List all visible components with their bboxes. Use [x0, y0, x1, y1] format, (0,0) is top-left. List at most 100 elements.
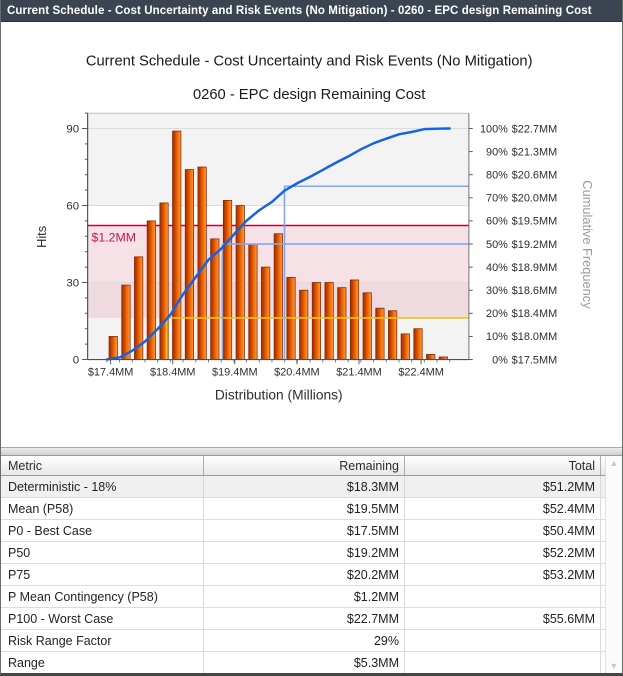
table-row[interactable]: P100 - Worst Case $22.7MM $55.6MM [1, 608, 605, 630]
histogram-bar [324, 282, 334, 360]
scroll-down-icon[interactable]: ▼ [609, 661, 619, 671]
table-cell-metric: Risk Range Factor [1, 630, 204, 651]
window-title: Current Schedule - Cost Uncertainty and … [7, 4, 592, 17]
table-row[interactable]: Range $5.3MM [1, 652, 605, 673]
metrics-grid: Metric Remaining Total Deterministic - 1… [1, 456, 605, 673]
y-right-tick-pct: 90% [486, 146, 508, 158]
table-cell-remaining: $17.5MM [204, 520, 405, 541]
y-right-tick-pct: 30% [486, 285, 508, 297]
x-tick-label: $21.4MM [336, 367, 382, 379]
chart-title-line1: Current Schedule - Cost Uncertainty and … [86, 54, 533, 70]
histogram-bars [108, 130, 448, 360]
y-left-tick-label: 60 [66, 200, 79, 212]
x-tick-label: $22.4MM [398, 367, 444, 379]
table-cell-metric: P0 - Best Case [1, 520, 204, 541]
table-cell-total: $55.6MM [405, 608, 601, 629]
table-row[interactable]: P Mean Contingency (P58) $1.2MM [1, 586, 605, 608]
histogram-bar [362, 292, 372, 360]
y-left-axis-label: Hits [34, 226, 49, 248]
histogram-bar [311, 282, 321, 360]
y-right-tick-value: $19.5MM [512, 216, 558, 228]
table-cell-total: $51.2MM [405, 476, 601, 497]
y-right-tick-pct: 20% [486, 308, 508, 320]
header-metric[interactable]: Metric [1, 456, 204, 475]
y-right-tick-value: $17.5MM [512, 354, 558, 366]
table-cell-remaining: $1.2MM [204, 586, 405, 607]
histogram-bar [273, 233, 283, 360]
table-cell-metric: P75 [1, 564, 204, 585]
table-cell-total [405, 652, 601, 673]
histogram-bar [172, 130, 182, 360]
y-right-tick-value: $20.6MM [512, 169, 558, 181]
table-cell-metric: P Mean Contingency (P58) [1, 586, 204, 607]
y-left-tick-label: 90 [66, 123, 79, 135]
histogram-bar [184, 169, 195, 360]
chart-pane: Current Schedule - Cost Uncertainty and … [1, 22, 622, 448]
x-tick-label: $19.4MM [212, 367, 258, 379]
histogram-bar [413, 328, 423, 360]
table-scrollbar[interactable]: ▲ ▼ [605, 456, 622, 673]
table-cell-total [405, 630, 601, 651]
table-cell-metric: P50 [1, 542, 204, 563]
table-cell-total: $53.2MM [405, 564, 601, 585]
y-right-tick-value: $21.3MM [512, 146, 558, 158]
y-left-tick-label: 30 [66, 277, 79, 289]
contingency-label: $1.2MM [91, 231, 136, 245]
table-row[interactable]: Deterministic - 18% $18.3MM $51.2MM [1, 476, 605, 498]
y-right-tick-value: $20.0MM [512, 193, 558, 205]
axes-and-ticks [81, 112, 473, 365]
table-cell-metric: Range [1, 652, 204, 673]
y-right-tick-pct: 70% [486, 193, 508, 205]
header-total[interactable]: Total [405, 456, 601, 475]
y-right-tick-pct: 100% [480, 123, 508, 135]
table-cell-remaining: $5.3MM [204, 652, 405, 673]
table-cell-metric: Mean (P58) [1, 498, 204, 519]
y-right-tick-value: $22.7MM [512, 123, 558, 135]
pane-splitter[interactable] [1, 448, 622, 456]
table-row[interactable]: P0 - Best Case $17.5MM $50.4MM [1, 520, 605, 542]
y-left-tick-label: 0 [73, 354, 79, 366]
percentile-markers [165, 185, 469, 360]
header-remaining[interactable]: Remaining [204, 456, 405, 475]
window-titlebar[interactable]: Current Schedule - Cost Uncertainty and … [1, 0, 622, 22]
y-right-tick-pct: 10% [486, 331, 508, 343]
table-row[interactable]: Risk Range Factor 29% [1, 630, 605, 652]
histogram-chart: Current Schedule - Cost Uncertainty and … [34, 54, 595, 403]
y-right-tick-pct: 0% [492, 354, 508, 366]
histogram-bar [400, 333, 410, 360]
x-tick-label: $20.4MM [274, 367, 320, 379]
cumulative-curve [105, 127, 452, 361]
y-right-tick-value: $18.0MM [512, 331, 558, 343]
table-cell-metric: Deterministic - 18% [1, 476, 204, 497]
table-row[interactable]: P75 $20.2MM $53.2MM [1, 564, 605, 586]
table-cell-total: $50.4MM [405, 520, 601, 541]
table-rows: Deterministic - 18% $18.3MM $51.2MM Mean (P… [1, 476, 605, 673]
y-right-tick-value: $18.9MM [512, 262, 558, 274]
scroll-up-icon[interactable]: ▲ [609, 458, 619, 468]
tick-labels: 0 30 60 90 $17.4MM $18.4MM $19.4MM $20.4MM $21.4… [66, 123, 557, 378]
y-right-tick-pct: 40% [486, 262, 508, 274]
y-right-tick-value: $18.6MM [512, 285, 558, 297]
table-row[interactable]: Mean (P58) $19.5MM $52.4MM [1, 498, 605, 520]
y-right-tick-pct: 80% [486, 169, 508, 181]
y-right-tick-value: $19.2MM [512, 239, 558, 251]
histogram-bar [426, 354, 436, 360]
table-cell-total: $52.2MM [405, 542, 601, 563]
histogram-bar [261, 266, 271, 360]
histogram-bar [337, 287, 347, 360]
table-cell-metric: P100 - Worst Case [1, 608, 204, 629]
histogram-bar [349, 279, 360, 360]
x-tick-label: $17.4MM [88, 367, 134, 379]
histogram-bar [375, 307, 385, 360]
y-right-axis-label: Cumulative Frequency [580, 180, 595, 309]
table-row[interactable]: P50 $19.2MM $52.2MM [1, 542, 605, 564]
x-tick-label: $18.4MM [150, 367, 196, 379]
table-cell-remaining: 29% [204, 630, 405, 651]
x-axis-label: Distribution (Millions) [215, 387, 343, 402]
table-cell-remaining: $19.2MM [204, 542, 405, 563]
table-cell-remaining: $19.5MM [204, 498, 405, 519]
histogram-bar [222, 199, 233, 360]
chart-title-line2: 0260 - EPC design Remaining Cost [193, 87, 425, 103]
table-cell-remaining: $18.3MM [204, 476, 405, 497]
